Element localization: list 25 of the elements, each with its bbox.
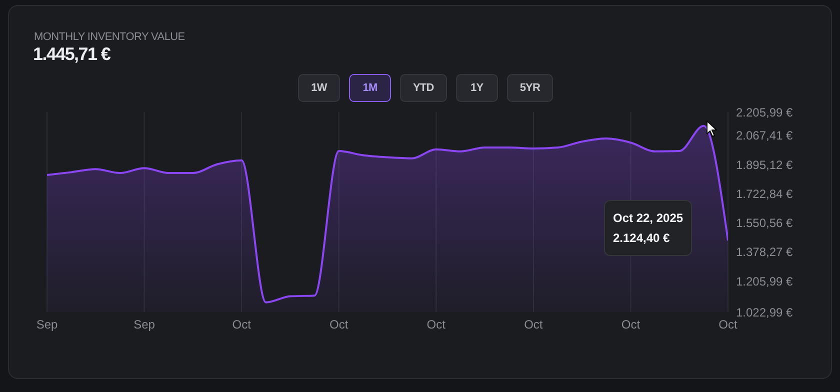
chart-subtitle: 1.445,71 € — [33, 44, 110, 65]
text: 1Y — [456, 74, 498, 102]
x-tick-label: Oct — [330, 318, 349, 332]
y-tick-label: 1.205,99 € — [736, 274, 794, 288]
x-tick-label: Sep — [36, 318, 58, 332]
x-tick-label: Oct — [426, 318, 446, 332]
y-tick-label: 1.722,84 € — [736, 186, 794, 201]
annotation: Oct 22, 2025 — [613, 210, 684, 227]
annotation: 2.124,40 € — [613, 230, 671, 247]
y-tick-label: 2.205,99 € — [736, 105, 794, 120]
text: 5YR — [506, 74, 554, 102]
y-tick-label: 2.067,41 € — [736, 128, 794, 143]
text: 1M — [349, 74, 391, 102]
y-tick-label: 1.022,99 € — [736, 305, 794, 320]
chart-title: MONTHLY INVENTORY VALUE — [34, 31, 185, 43]
y-tick-label: 1.378,27 € — [736, 245, 794, 260]
x-tick-label: Oct — [232, 318, 252, 332]
x-tick-label: Oct — [524, 318, 544, 332]
text: 1W — [298, 74, 340, 102]
x-tick-label: Sep — [134, 318, 156, 332]
x-tick-label: Oct — [621, 318, 641, 332]
y-tick-label: 1.895,12 € — [736, 158, 794, 172]
y-tick-label: 1.550,56 € — [736, 216, 794, 230]
x-tick-label: Oct — [718, 318, 738, 332]
text: YTD — [400, 74, 447, 102]
